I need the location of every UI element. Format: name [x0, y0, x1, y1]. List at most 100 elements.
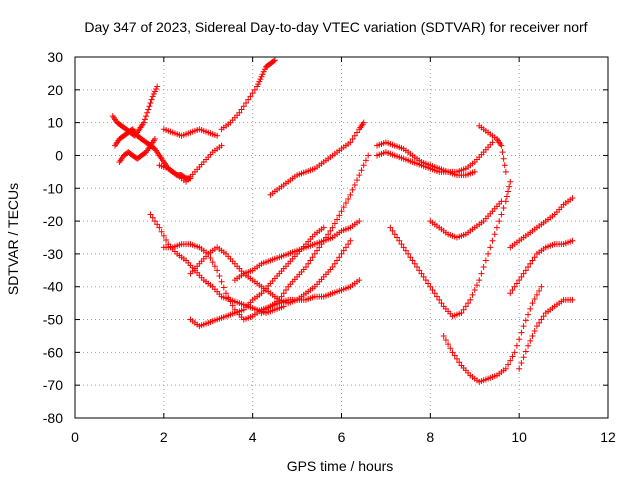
data-point [447, 345, 454, 352]
data-point [218, 142, 225, 149]
x-tick-label: 8 [426, 429, 434, 445]
data-point [329, 264, 336, 271]
data-point [569, 237, 576, 244]
data-point [207, 255, 214, 262]
series-arc-d [160, 126, 221, 139]
data-point [529, 300, 536, 307]
data-point [356, 172, 363, 179]
data-point [331, 220, 338, 227]
data-point [320, 237, 327, 244]
data-point [442, 337, 449, 344]
series-arc-b [111, 126, 194, 182]
data-point [538, 283, 545, 290]
data-point [533, 323, 540, 330]
data-point [307, 257, 314, 264]
data-point [518, 360, 525, 367]
data-point [433, 293, 440, 300]
data-point [458, 309, 465, 316]
data-point [471, 287, 478, 294]
data-point [147, 99, 154, 106]
data-point [489, 139, 496, 146]
data-point [340, 204, 347, 211]
series-arc-m [267, 119, 367, 198]
data-point [503, 193, 510, 200]
y-tick-label: -80 [43, 410, 63, 426]
data-point [347, 191, 354, 198]
data-point [425, 280, 432, 287]
data-point [420, 273, 427, 280]
data-point [460, 306, 467, 313]
data-point [251, 86, 258, 93]
y-tick-label: -20 [43, 213, 63, 229]
data-point [149, 214, 156, 221]
data-point [493, 224, 500, 231]
data-point [502, 365, 509, 372]
data-point [389, 227, 396, 234]
data-point [525, 264, 532, 271]
series-arc-o [374, 139, 478, 179]
data-point [427, 283, 434, 290]
data-point [500, 155, 507, 162]
data-point [529, 257, 536, 264]
data-point [518, 273, 525, 280]
data-point [469, 291, 476, 298]
data-point [533, 291, 540, 298]
series-arc-v [476, 122, 509, 175]
data-point [513, 342, 520, 349]
data-point [431, 290, 438, 297]
data-point [145, 106, 152, 113]
series-arc-c [116, 136, 158, 166]
data-point [140, 119, 147, 126]
data-point [525, 342, 532, 349]
data-point [525, 311, 532, 318]
y-tick-label: 10 [47, 115, 63, 131]
grid-lines [75, 57, 608, 418]
data-point [334, 257, 341, 264]
data-point [349, 136, 356, 143]
data-point [540, 313, 547, 320]
data-point [365, 152, 372, 159]
data-point [347, 237, 354, 244]
data-point [354, 177, 361, 184]
data-point [422, 277, 429, 284]
data-point [516, 365, 523, 372]
data-point [225, 294, 232, 301]
data-point [396, 237, 403, 244]
data-point [345, 241, 352, 248]
data-point [154, 221, 161, 228]
data-point [509, 353, 516, 360]
y-tick-label: 20 [47, 82, 63, 98]
data-point [325, 231, 332, 238]
data-point [351, 181, 358, 188]
data-point [451, 352, 458, 359]
data-point [347, 139, 354, 146]
data-point [513, 280, 520, 287]
data-point [507, 290, 514, 297]
data-point [498, 142, 505, 149]
data-point [429, 287, 436, 294]
data-point [509, 287, 516, 294]
y-tick-label: -50 [43, 312, 63, 328]
series-arc-q [427, 198, 505, 241]
data-point [245, 96, 252, 103]
data-point [229, 302, 236, 309]
data-point [416, 267, 423, 274]
data-point [249, 90, 256, 97]
data-point [278, 293, 285, 300]
y-tick-label: 30 [47, 49, 63, 65]
data-point [511, 349, 518, 356]
data-point [218, 278, 225, 285]
series-arc-e [156, 142, 225, 185]
x-tick-label: 2 [160, 429, 168, 445]
data-point [527, 305, 534, 312]
data-point [362, 157, 369, 164]
data-point [360, 119, 367, 126]
data-point [227, 298, 234, 305]
data-point [211, 263, 218, 270]
x-axis-title: GPS time / hours [287, 458, 394, 474]
data-point [522, 267, 529, 274]
data-point [356, 277, 363, 284]
data-point [331, 260, 338, 267]
data-point [151, 218, 158, 225]
